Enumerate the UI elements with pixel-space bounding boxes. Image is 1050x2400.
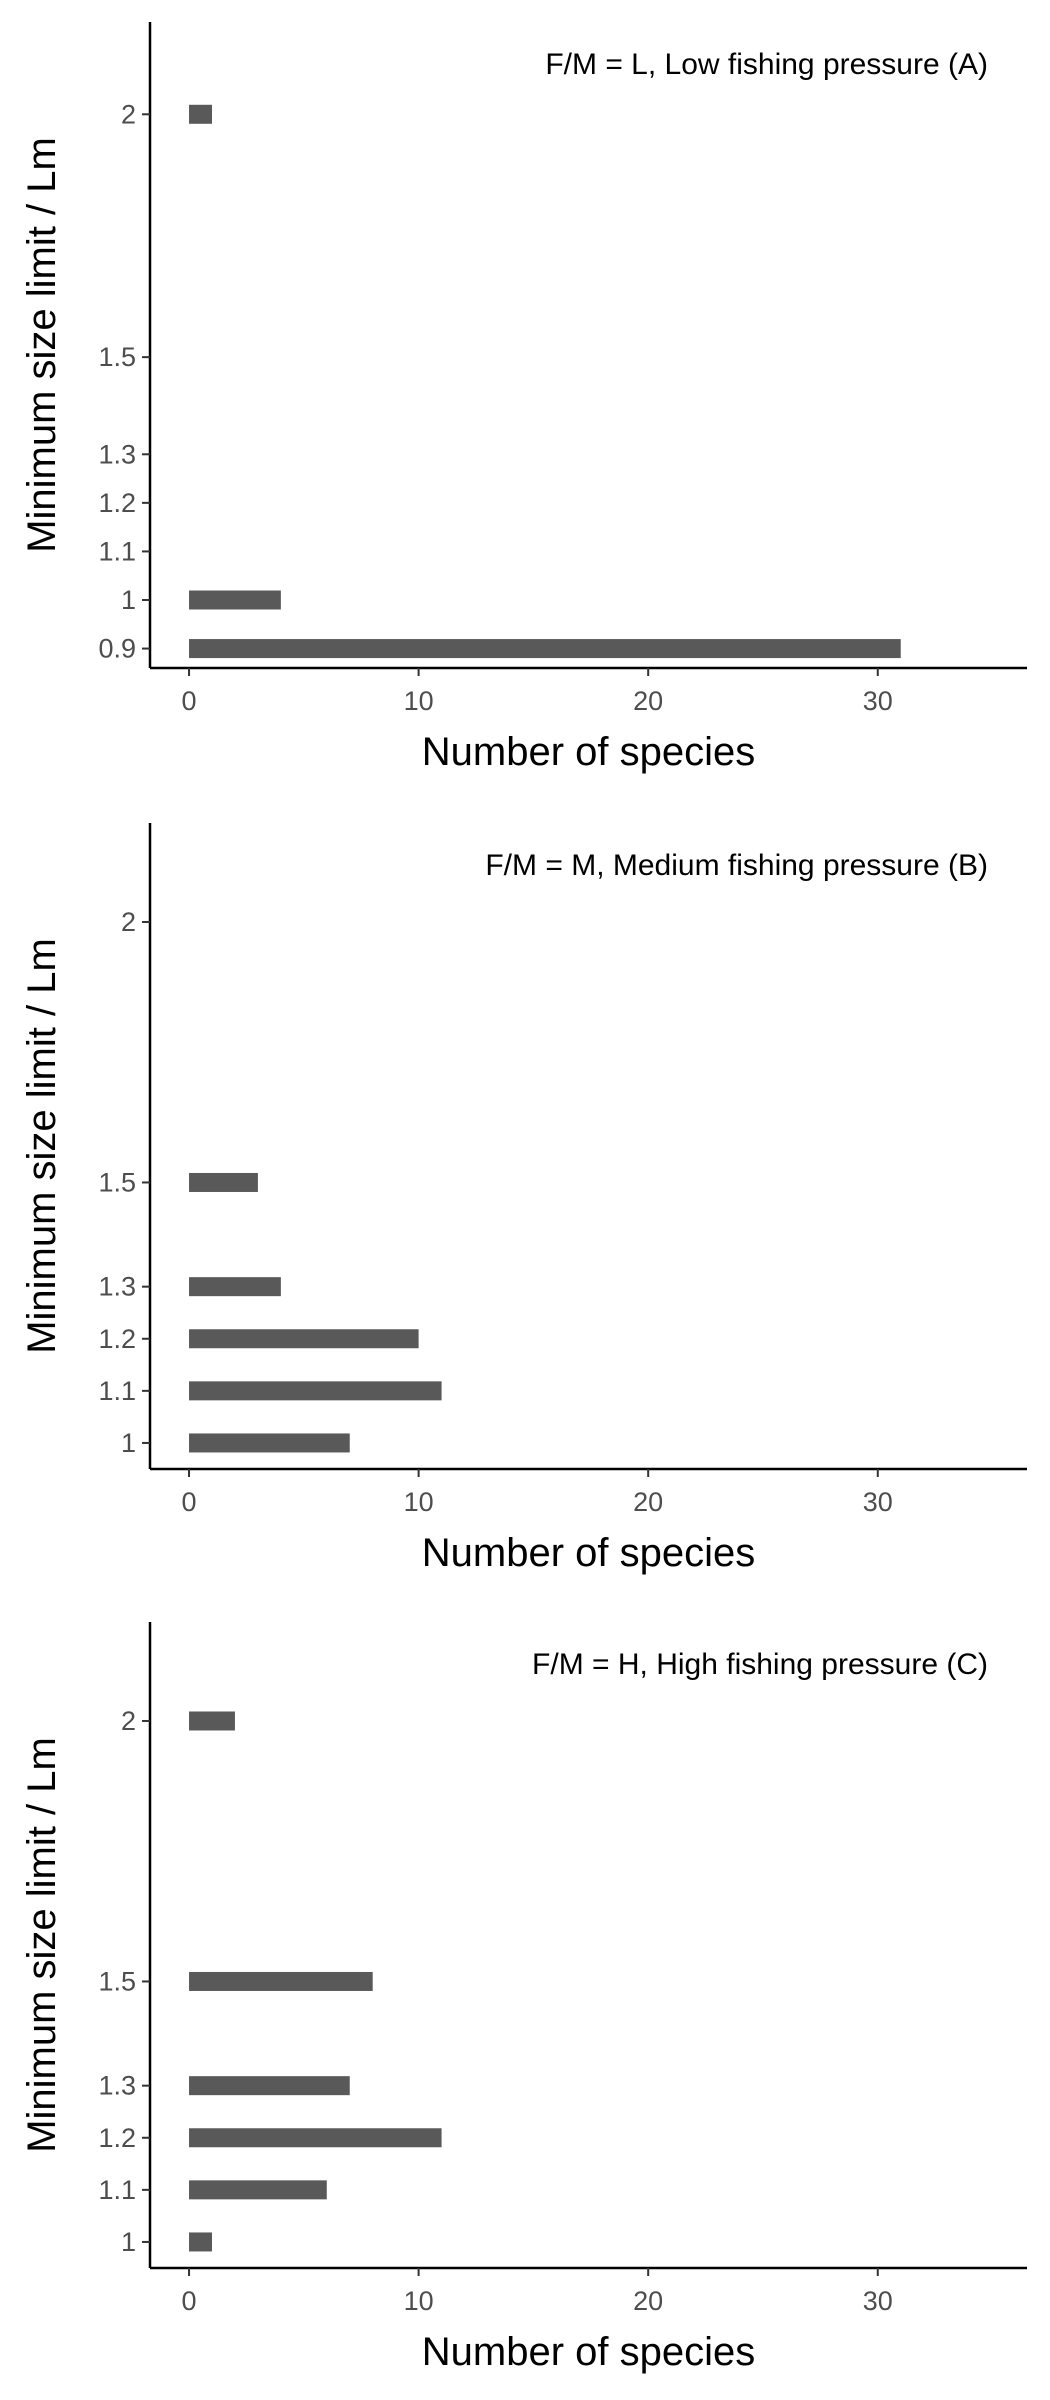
x-tick-label: 0 [182, 1487, 197, 1517]
x-tick-label: 30 [863, 2286, 893, 2316]
panel-annotation: F/M = H, High fishing pressure (C) [532, 1648, 988, 1681]
bar [189, 2128, 442, 2148]
bar [189, 1172, 258, 1192]
x-axis-title: Number of species [422, 730, 755, 774]
y-tick-label: 1 [121, 585, 136, 615]
y-tick-label: 1 [121, 2227, 136, 2257]
y-tick-label: 1.2 [98, 488, 136, 518]
panel-annotation: F/M = L, Low fishing pressure (A) [545, 48, 988, 81]
x-tick-label: 20 [633, 686, 663, 716]
y-tick-label: 0.9 [98, 634, 136, 664]
x-tick-label: 30 [863, 1487, 893, 1517]
y-tick-label: 1.5 [98, 1167, 136, 1197]
x-tick-label: 0 [182, 686, 197, 716]
y-tick-label: 1.2 [98, 1324, 136, 1354]
x-tick-label: 10 [404, 1487, 434, 1517]
bar [189, 1711, 235, 1731]
x-tick-label: 20 [633, 1487, 663, 1517]
y-tick-label: 1.5 [98, 342, 136, 372]
bar [189, 1381, 442, 1401]
bar [189, 1277, 281, 1297]
y-tick-label: 1.2 [98, 2123, 136, 2153]
x-tick-label: 20 [633, 2286, 663, 2316]
y-tick-label: 2 [121, 99, 136, 129]
x-tick-label: 0 [182, 2286, 197, 2316]
bar [189, 2180, 327, 2200]
y-tick-label: 1.1 [98, 536, 136, 566]
bar [189, 1433, 350, 1453]
bar [189, 639, 901, 659]
x-tick-label: 30 [863, 686, 893, 716]
bar [189, 1971, 373, 1991]
bar [189, 2232, 212, 2252]
bar [189, 104, 212, 124]
y-axis-title: Minimum size limit / Lm [20, 938, 64, 1354]
y-axis-title: Minimum size limit / Lm [20, 1737, 64, 2153]
y-tick-label: 2 [121, 907, 136, 937]
bar [189, 1329, 419, 1349]
x-axis-title: Number of species [422, 1531, 755, 1575]
y-axis-title: Minimum size limit / Lm [20, 137, 64, 553]
y-tick-label: 2 [121, 1706, 136, 1736]
x-tick-label: 10 [404, 2286, 434, 2316]
y-tick-label: 1.5 [98, 1966, 136, 1996]
y-tick-label: 1 [121, 1428, 136, 1458]
x-axis-title: Number of species [422, 2330, 755, 2374]
y-tick-label: 1.1 [98, 2175, 136, 2205]
y-tick-label: 1.3 [98, 2071, 136, 2101]
x-tick-label: 10 [404, 686, 434, 716]
panel-annotation: F/M = M, Medium fishing pressure (B) [485, 849, 988, 882]
bar [189, 590, 281, 610]
bar [189, 2076, 350, 2096]
y-tick-label: 1.3 [98, 1272, 136, 1302]
y-tick-label: 1.1 [98, 1376, 136, 1406]
y-tick-label: 1.3 [98, 439, 136, 469]
